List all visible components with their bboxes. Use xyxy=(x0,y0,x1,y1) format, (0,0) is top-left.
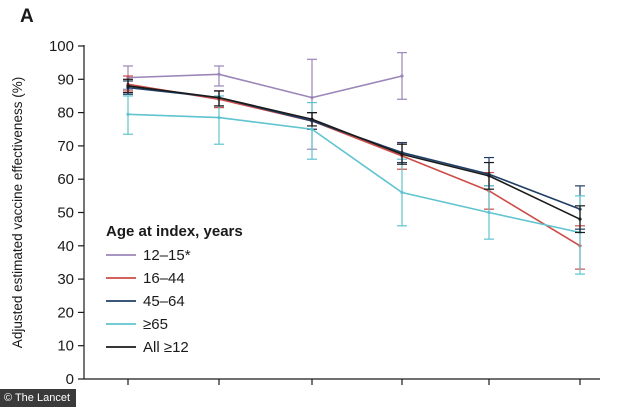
data-point xyxy=(217,72,221,76)
data-point xyxy=(310,127,314,131)
data-point xyxy=(217,96,221,100)
legend-item: ≥65 xyxy=(106,316,168,333)
legend-label: 16–44 xyxy=(143,270,185,287)
legend-item: 45–64 xyxy=(106,293,185,310)
data-point xyxy=(487,174,491,178)
chart: A Adjusted estimated vaccine effectivene… xyxy=(10,6,600,388)
series-line xyxy=(127,113,581,234)
series-line xyxy=(127,86,581,210)
panel-label: A xyxy=(20,6,34,27)
data-point xyxy=(217,115,221,120)
data-point xyxy=(487,210,491,215)
y-tick-label: 50 xyxy=(57,205,74,222)
y-tick-label: 80 xyxy=(57,105,74,122)
series-line xyxy=(127,85,581,220)
data-point xyxy=(310,96,314,100)
series-line xyxy=(127,73,403,99)
legend-label: 45–64 xyxy=(143,293,185,310)
legend: Age at index, years 12–15* 16–44 45–64 ≥65 A… xyxy=(106,223,243,356)
axes: 0 10 20 30 40 50 60 70 80 90 100 xyxy=(49,38,600,388)
y-tick-label: 40 xyxy=(57,238,74,255)
credit-badge: © The Lancet xyxy=(0,389,76,407)
data-point xyxy=(126,84,130,88)
data-point xyxy=(400,152,404,156)
y-tick-label: 10 xyxy=(57,338,74,355)
data-point xyxy=(126,112,130,116)
legend-item: 12–15* xyxy=(106,247,191,264)
series-4 xyxy=(123,78,585,234)
series-1 xyxy=(123,75,585,270)
legend-item: All ≥12 xyxy=(106,339,189,356)
data-point xyxy=(578,217,582,221)
series-layer xyxy=(123,52,585,275)
data-point xyxy=(400,190,404,195)
y-tick-label: 0 xyxy=(66,371,74,388)
y-axis-title: Adjusted estimated vaccine effectiveness… xyxy=(10,77,25,348)
y-tick-label: 70 xyxy=(57,138,74,155)
data-point xyxy=(400,74,404,78)
y-tick-label: 100 xyxy=(49,38,74,55)
data-point xyxy=(310,117,314,121)
y-tick-label: 30 xyxy=(57,271,74,288)
series-0 xyxy=(123,52,407,150)
y-tick-label: 20 xyxy=(57,304,74,321)
legend-item: 16–44 xyxy=(106,270,185,287)
legend-title: Age at index, years xyxy=(106,223,243,240)
legend-label: 12–15* xyxy=(143,247,191,264)
series-line xyxy=(127,83,581,247)
y-tick-label: 90 xyxy=(57,71,74,88)
y-tick-label: 60 xyxy=(57,171,74,188)
legend-label: All ≥12 xyxy=(143,339,189,356)
legend-label: ≥65 xyxy=(143,316,168,333)
